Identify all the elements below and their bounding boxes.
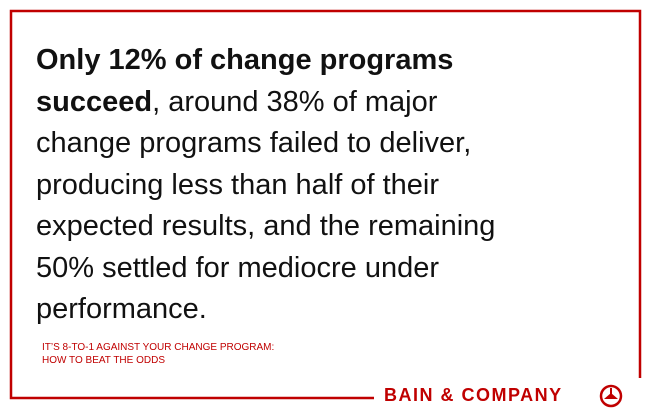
- quote-text: performance.: [36, 293, 207, 325]
- quote-text: 50% settled for mediocre under: [36, 251, 439, 284]
- quote-line: expected results, and the remaining: [36, 206, 495, 248]
- logo: BAIN & COMPANY: [384, 385, 563, 405]
- quote-text: expected results, and the remaining: [36, 210, 496, 242]
- quote-line: producing less than half of their: [36, 165, 495, 207]
- quote-text: change programs failed to deliver,: [36, 127, 472, 159]
- border: [9, 9, 642, 400]
- source-line: IT’S 8-TO-1 AGAINST YOUR CHANGE PROGRAM:: [42, 342, 275, 353]
- quote-line: succeed, around 38% of major: [36, 82, 495, 124]
- source: IT’S 8-TO-1 AGAINST YOUR CHANGE PROGRAM:…: [42, 341, 274, 367]
- quote: Only 12% of change programs succeed, arou…: [36, 40, 495, 331]
- quote-line: performance.: [36, 289, 495, 331]
- quote-line: Only 12% of change programs: [36, 40, 495, 82]
- quote-text: producing less than half of their: [36, 168, 440, 201]
- quote-line: 50% settled for mediocre under: [36, 248, 495, 290]
- source-line: HOW TO BEAT THE ODDS: [42, 355, 165, 366]
- quote-emphasis: Only 12% of change programs: [36, 44, 454, 76]
- logo-icon: [599, 384, 623, 408]
- quote-text: , around 38% of major: [152, 85, 438, 118]
- quote-emphasis: succeed: [36, 85, 153, 118]
- quote-line: change programs failed to deliver,: [36, 123, 495, 165]
